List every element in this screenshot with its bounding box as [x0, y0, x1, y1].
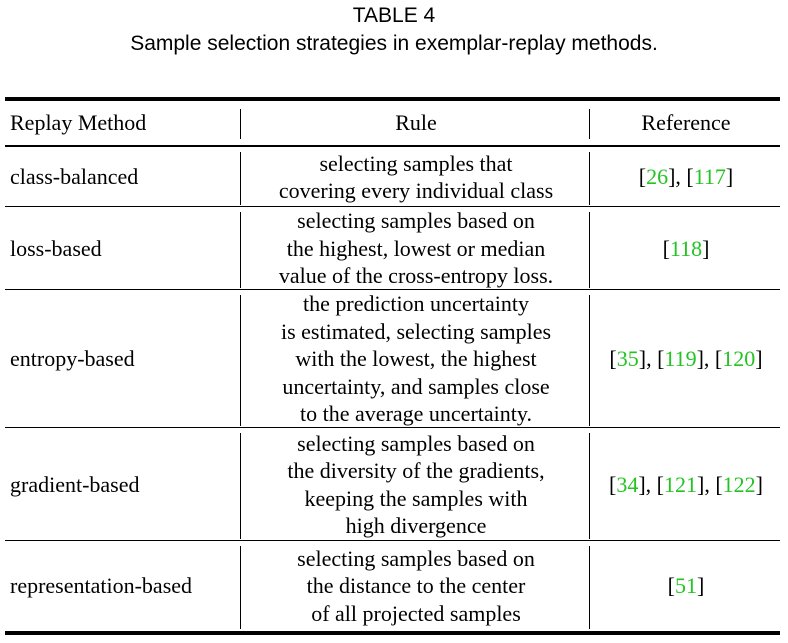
cell-reference: [34], [121], [122] — [609, 471, 763, 497]
top-rule — [5, 97, 780, 101]
rule-line: selecting samples based on — [297, 545, 535, 571]
citation-link[interactable]: 117 — [693, 164, 726, 190]
rule-line: the highest, lowest or median — [286, 235, 546, 261]
cell-rule: selecting samples based on the distance t… — [242, 541, 590, 631]
rule-line: selecting samples that — [319, 150, 513, 176]
rule-line: with the lowest, the highest — [295, 346, 537, 372]
header-rule — [5, 145, 780, 147]
citation-link[interactable]: 26 — [646, 164, 669, 190]
cell-reference: [118] — [662, 235, 710, 261]
rule-line: the distance to the center — [306, 573, 526, 599]
rule-line: the diversity of the gradients, — [287, 458, 545, 483]
row-divider — [5, 427, 780, 428]
cell-reference: [51] — [667, 573, 705, 599]
cell-rule: selecting samples based on the diversity … — [242, 428, 590, 541]
column-separator — [589, 152, 590, 205]
column-separator — [240, 546, 241, 629]
citation-link[interactable]: 121 — [664, 471, 697, 497]
column-separator — [240, 212, 241, 288]
rule-line: is estimated, selecting samples — [280, 318, 552, 344]
citation-link[interactable]: 122 — [722, 471, 756, 497]
citation-link[interactable]: 35 — [616, 346, 639, 372]
rule-line: high divergence — [345, 513, 487, 538]
column-separator — [589, 295, 590, 426]
rule-line: covering every individual class — [278, 178, 554, 203]
column-separator — [589, 109, 590, 139]
header-reference: Reference — [641, 110, 731, 136]
column-separator — [589, 212, 590, 288]
cell-reference: [35], [119], [120] — [609, 346, 763, 372]
cell-replay-method: class-balanced — [10, 164, 139, 190]
rule-line: keeping the samples with — [304, 485, 528, 511]
row-divider — [5, 289, 780, 290]
rule-line: selecting samples based on — [297, 430, 535, 456]
citation-link[interactable]: 120 — [722, 346, 756, 372]
cell-replay-method: entropy-based — [10, 346, 135, 372]
cell-replay-method: gradient-based — [10, 471, 140, 497]
header-replay-method: Replay Method — [10, 110, 147, 136]
rule-line: value of the cross-entropy loss. — [278, 263, 554, 289]
table-label: TABLE 4 — [352, 4, 436, 27]
header-rule: Rule — [395, 110, 437, 136]
column-separator — [589, 546, 590, 629]
row-divider — [5, 540, 780, 541]
column-separator — [240, 109, 241, 139]
cell-rule: selecting samples based on the highest, l… — [242, 207, 590, 290]
rule-line: the prediction uncertainty — [302, 291, 530, 317]
cell-reference: [26], [117] — [638, 164, 734, 190]
cell-replay-method: representation-based — [10, 573, 193, 599]
cell-replay-method: loss-based — [10, 235, 102, 261]
rule-line: to the average uncertainty. — [300, 401, 532, 427]
cell-rule: selecting samples that covering every ind… — [242, 147, 590, 207]
bottom-rule — [5, 631, 780, 635]
column-separator — [589, 433, 590, 539]
column-separator — [240, 433, 241, 539]
citation-link[interactable]: 34 — [616, 471, 639, 497]
citation-link[interactable]: 51 — [675, 573, 697, 599]
citation-link[interactable]: 119 — [664, 346, 697, 372]
column-separator — [240, 295, 241, 426]
rule-line: uncertainty, and samples close — [282, 373, 550, 399]
row-divider — [5, 206, 780, 207]
table-caption: Sample selection strategies in exemplar-… — [130, 32, 658, 55]
citation-link[interactable]: 118 — [669, 235, 703, 261]
rule-line: selecting samples based on — [297, 208, 535, 234]
cell-rule: the prediction uncertainty is estimated, … — [242, 290, 590, 428]
rule-line: of all projected samples — [311, 600, 521, 626]
column-separator — [240, 152, 241, 205]
